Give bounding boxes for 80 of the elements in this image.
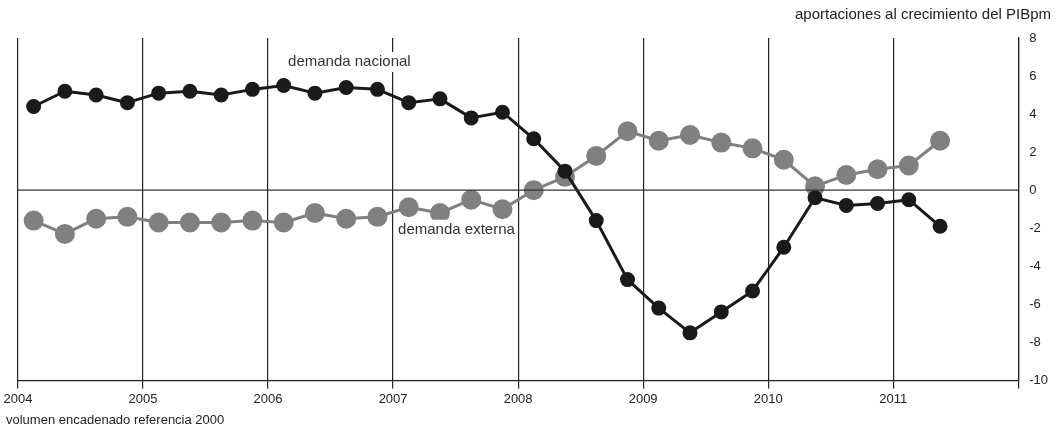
y-tick-label: 6: [1029, 67, 1037, 83]
y-tick-label: 8: [1029, 29, 1037, 45]
point: [494, 104, 510, 120]
text: volumen encadenado referencia 2000: [6, 412, 225, 427]
point: [930, 130, 951, 151]
x-tick-label: 2011: [879, 390, 908, 406]
point: [26, 98, 42, 114]
point: [557, 163, 573, 179]
x-tick-label: 2004: [3, 390, 33, 406]
point: [463, 110, 479, 126]
y-tick-label: -10: [1029, 371, 1049, 387]
point: [838, 197, 854, 213]
point: [148, 212, 169, 233]
point: [338, 79, 354, 95]
point: [620, 272, 635, 288]
point: [588, 213, 604, 229]
point: [776, 239, 792, 255]
point: [57, 83, 73, 99]
point: [461, 189, 482, 210]
point: [526, 131, 542, 147]
y-tick-label: 0: [1029, 181, 1037, 197]
point: [211, 212, 232, 233]
point: [119, 95, 135, 111]
point: [307, 85, 323, 101]
y-tick-label: -8: [1029, 333, 1041, 349]
point: [867, 159, 888, 180]
x-tick-label: 2009: [628, 390, 658, 406]
point: [901, 192, 917, 208]
series-label: demanda externa: [398, 219, 516, 237]
point: [492, 199, 513, 220]
point: [745, 283, 761, 299]
point: [242, 210, 263, 231]
y-tick-label: 4: [1029, 105, 1037, 121]
point: [151, 85, 167, 101]
point: [680, 125, 701, 146]
point: [398, 197, 419, 218]
y-tick-label: -2: [1029, 219, 1041, 235]
point: [711, 132, 732, 153]
y-tick-label: -4: [1029, 257, 1041, 273]
y-tick-label: 2: [1029, 143, 1037, 159]
point: [336, 208, 357, 229]
point: [367, 206, 388, 227]
point: [870, 195, 886, 211]
point: [651, 300, 667, 316]
point: [836, 164, 857, 185]
point: [23, 210, 44, 231]
point: [213, 87, 229, 103]
point: [88, 87, 104, 103]
point: [648, 130, 669, 151]
point: [432, 91, 448, 107]
y-tick-label: -6: [1029, 295, 1041, 311]
point: [742, 138, 763, 159]
point: [369, 81, 385, 97]
x-tick-label: 2008: [503, 390, 533, 406]
x-tick-label: 2010: [753, 390, 783, 406]
x-tick-label: 2007: [378, 390, 408, 406]
point: [401, 95, 417, 111]
point: [898, 155, 919, 176]
point: [523, 180, 544, 201]
point: [304, 203, 325, 223]
point: [54, 223, 75, 244]
point: [682, 325, 698, 341]
point: [807, 190, 823, 206]
point: [182, 83, 198, 99]
point: [273, 212, 294, 233]
point: [86, 208, 107, 229]
point: [276, 78, 292, 94]
point: [932, 218, 948, 234]
x-tick-label: 2006: [253, 390, 283, 406]
point: [586, 145, 607, 166]
point: [617, 121, 638, 142]
series-label: demanda nacional: [288, 52, 411, 70]
point: [773, 149, 794, 170]
point: [244, 81, 260, 97]
chart-title: aportaciones al crecimiento del PIBpm: [795, 5, 1051, 23]
point: [117, 206, 138, 227]
point: [713, 304, 729, 320]
point: [429, 203, 450, 223]
point: [179, 212, 200, 233]
x-tick-label: 2005: [128, 390, 158, 406]
